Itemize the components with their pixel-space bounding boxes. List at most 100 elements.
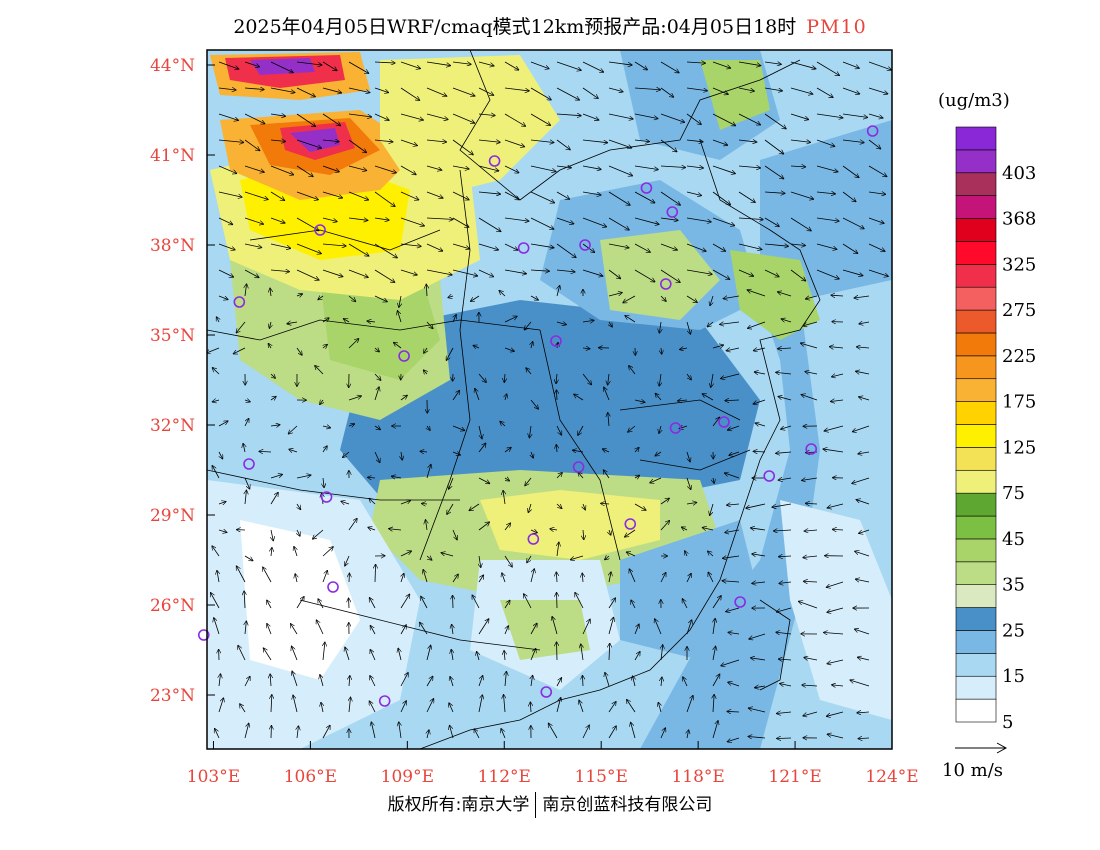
wind-arrow [832,374,844,377]
city-markers [197,125,879,707]
wind-arrow [686,140,703,142]
wind-arrow [504,165,519,173]
wind-arrow [604,470,610,479]
wind-arrow [370,676,376,687]
wind-arrow [530,569,534,583]
wind-arrow [369,701,376,713]
wind-arrow [708,321,714,327]
wind-arrow [859,322,870,324]
wind-arrow [582,191,601,195]
wind-arrow [374,165,396,173]
wind-arrow [243,444,245,453]
wind-arrow [531,342,533,349]
wind-arrow [801,395,818,401]
city-marker [666,206,679,218]
wind-arrow [530,270,549,271]
wind-arrow [608,618,613,635]
city-marker [624,518,637,530]
wind-arrow [236,321,246,333]
wind-arrow [427,426,430,430]
wind-arrow [857,712,870,713]
wind-arrow [868,217,884,223]
wind-arrow [856,371,870,374]
wind-arrow [219,674,220,687]
wind-arrow [712,243,725,251]
wind-arrow [556,678,561,687]
wind-arrow [868,269,888,276]
wind-arrow [240,704,246,713]
wind-arrow [450,677,453,687]
wind-arrow [322,191,342,198]
wind-arrow [400,61,420,68]
wind-arrow [374,191,395,206]
wind-arrow [505,478,509,481]
wind-arrow [790,113,808,119]
wind-arrow [659,321,661,333]
wind-arrow [661,677,662,687]
wind-arrow [827,734,844,739]
wind-arrow [426,218,453,219]
wind-arrow [478,192,500,194]
wind-arrow [478,373,486,382]
wind-arrow [370,598,376,609]
wind-arrow [708,551,714,557]
wind-arrow [627,700,636,713]
wind-arrow [504,61,518,70]
wind-arrow [868,139,880,149]
legend-label: 325 [1002,254,1036,275]
legend-swatch [955,515,997,540]
wind-arrow [799,601,818,609]
wind-arrow [764,87,782,91]
wind-arrow [582,676,583,687]
wind-arrow [738,166,760,168]
wind-arrow [634,269,655,282]
wind-arrow [749,633,766,639]
wind-arrow [803,556,818,558]
wind-arrow [369,498,376,505]
wind-arrow [728,425,740,430]
wind-arrow [660,243,677,250]
copyright-text: 版权所有:南京大学 [387,795,530,815]
wind-arrow [764,269,779,277]
wind-arrow [764,113,786,129]
wind-arrow [478,87,493,95]
wind-arrow [853,425,870,432]
wind-arrow [582,373,591,385]
wind-arrow [368,477,376,478]
wind-arrow [452,391,459,401]
wind-arrow [374,387,379,401]
wind-arrow [344,319,350,322]
wind-arrow [605,556,609,560]
wind-arrow [504,348,514,351]
wind-arrow [530,191,554,203]
wind-arrow [634,243,650,252]
wind-arrow [345,555,350,566]
wind-arrow [426,520,427,531]
wind-arrow [824,633,844,634]
wind-arrow [728,632,740,634]
wind-arrow [218,295,228,299]
wind-arrow [764,192,785,193]
city-marker [327,581,339,593]
wind-arrow [581,644,583,661]
wind-arrow [296,597,304,609]
wind-arrow [582,165,601,169]
wind-arrow [478,477,489,483]
wind-arrow [530,295,538,300]
wind-arrow [374,87,388,92]
wind-arrow [374,295,387,302]
wind-arrow [738,113,760,125]
wind-arrow [424,370,427,374]
wind-arrow [858,452,870,454]
wind-arrow [530,217,554,229]
wind-arrow [634,400,645,402]
wind-arrow [296,191,318,200]
wind-arrow [269,321,271,328]
wind-arrow [608,139,631,148]
wind-arrow [830,347,844,348]
wind-arrow [348,218,368,220]
wind-arrow [368,527,376,530]
wind-arrow [348,61,368,73]
wind-arrow [556,87,579,100]
